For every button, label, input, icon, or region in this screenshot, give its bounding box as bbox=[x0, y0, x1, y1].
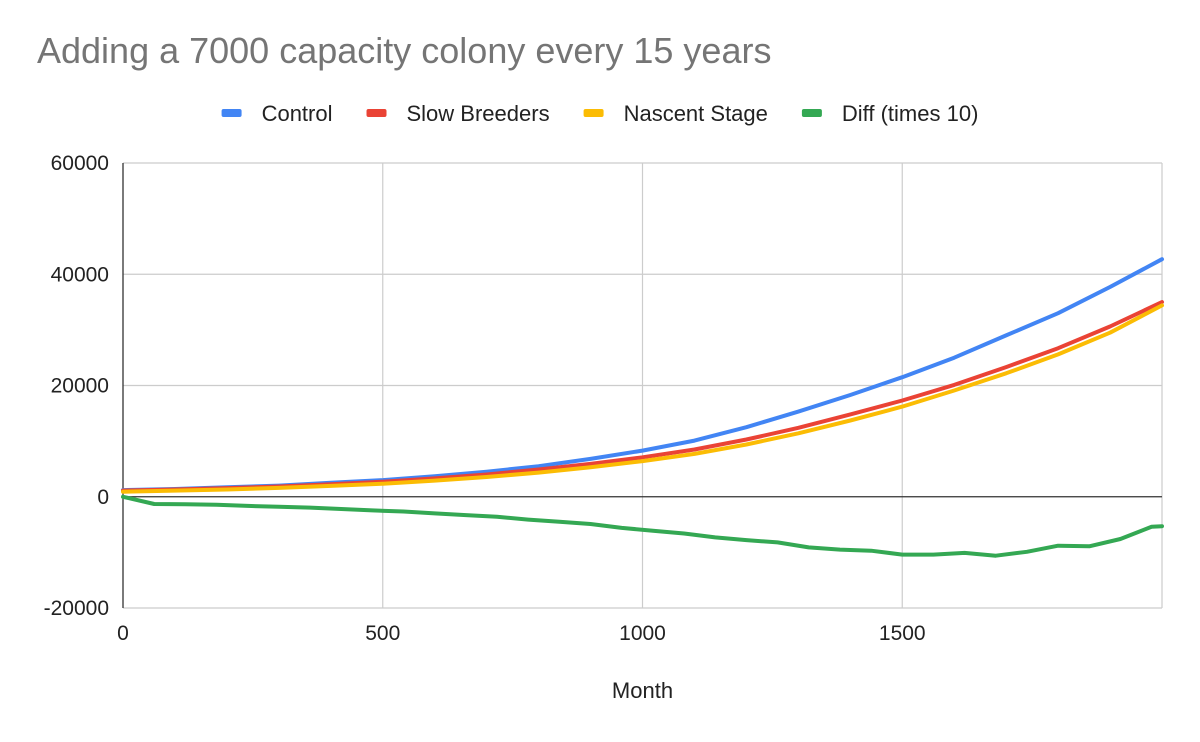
series-line-nascent-stage bbox=[121, 303, 1164, 494]
y-tick-label: 20000 bbox=[51, 375, 109, 398]
legend-swatch-slow-breeders bbox=[366, 109, 387, 117]
x-tick-label: 1500 bbox=[879, 622, 926, 645]
y-tick-label: 0 bbox=[97, 486, 109, 509]
legend-label-slow-breeders: Slow Breeders bbox=[407, 101, 550, 126]
axes: 60000 40000 20000 0 -20000 0 500 1000 1500 bbox=[44, 152, 1162, 645]
y-tick-label: -20000 bbox=[44, 597, 109, 620]
y-tick-label: 40000 bbox=[51, 263, 109, 286]
x-tick-label: 0 bbox=[117, 622, 129, 645]
x-axis-title: Month bbox=[612, 678, 673, 703]
y-tick-label: 60000 bbox=[51, 152, 109, 175]
series-lines bbox=[121, 257, 1164, 558]
gridlines bbox=[123, 162, 1163, 609]
legend-swatch-nascent-stage bbox=[583, 109, 604, 117]
series-line-diff-times-10 bbox=[121, 494, 1164, 558]
legend-swatch-diff-times-10 bbox=[801, 109, 822, 117]
x-tick-label: 1000 bbox=[619, 622, 666, 645]
legend-label-diff-times-10: Diff (times 10) bbox=[842, 101, 979, 126]
x-tick-label: 500 bbox=[365, 622, 400, 645]
legend-label-nascent-stage: Nascent Stage bbox=[624, 101, 768, 126]
legend-label-control: Control bbox=[262, 101, 333, 126]
chart-title: Adding a 7000 capacity colony every 15 y… bbox=[37, 30, 772, 71]
legend: Control Slow Breeders Nascent Stage Diff (t… bbox=[221, 101, 979, 126]
legend-swatch-control bbox=[221, 109, 242, 117]
